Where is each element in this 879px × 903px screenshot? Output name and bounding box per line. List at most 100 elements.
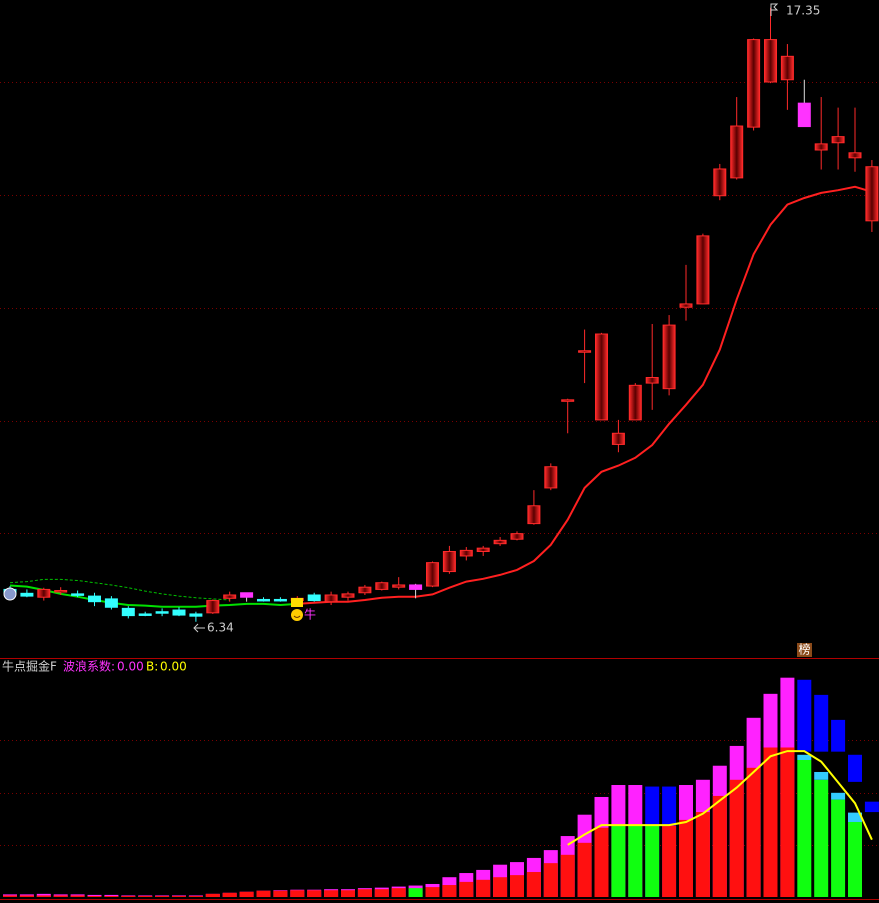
indicator-bar [273, 890, 288, 897]
candle-body [510, 533, 524, 540]
indicator-bar [374, 889, 389, 897]
candle-body [375, 582, 389, 590]
candle-body [747, 39, 761, 128]
indicator-bar [763, 747, 778, 897]
candle-body [104, 598, 118, 608]
indicator-bar [645, 825, 660, 897]
indicator-bar [493, 877, 508, 897]
candle-body [831, 136, 845, 144]
indicator-bar [526, 871, 541, 897]
candle-body [88, 595, 101, 603]
indicator-bar [476, 879, 491, 897]
badge-box [797, 643, 812, 657]
indicator-stick [864, 801, 879, 813]
candle-body [493, 539, 507, 545]
candle-body [172, 609, 186, 616]
candle-body [679, 303, 693, 308]
indicator-cap [848, 812, 862, 822]
indicator-bar [831, 799, 846, 897]
candle-body [392, 584, 406, 588]
indicator-bar [172, 895, 186, 897]
price-panel [3, 7, 879, 622]
stat-name: B: [146, 660, 158, 674]
candle-body [628, 384, 642, 421]
indicator-bar [594, 827, 609, 897]
candle-body [595, 333, 608, 421]
indicator-bar [408, 888, 423, 897]
indicator-stick [814, 694, 829, 752]
indicator-bar [324, 890, 339, 897]
candle-body [544, 466, 558, 489]
candle-body [307, 594, 321, 602]
indicator-cap [814, 771, 829, 780]
candle-body [138, 613, 152, 616]
indicator-bar [307, 890, 322, 897]
indicator-stick [831, 719, 846, 752]
indicator-bar [155, 895, 170, 897]
candle-body [54, 590, 68, 593]
indicator-bar [205, 893, 220, 897]
signal-label: 牛 [304, 607, 316, 622]
stat-value: 0.00 [117, 660, 144, 674]
indicator-stick [797, 679, 812, 752]
indicator-bar [712, 795, 727, 897]
indicator-bar [628, 825, 643, 897]
indicator-bar [797, 759, 812, 897]
indicator-bar [510, 875, 524, 897]
candle-body [764, 39, 777, 83]
indicator-bar [679, 819, 693, 897]
line [567, 750, 873, 846]
indicator-bar [188, 895, 203, 897]
high-flag [770, 3, 779, 16]
indicator-bar [780, 747, 795, 897]
indicator-bar [848, 821, 862, 897]
indicator-bar [70, 895, 85, 897]
indicator-bar [425, 887, 440, 897]
candle-body [223, 594, 237, 599]
indicator-bar [442, 885, 457, 897]
indicator-panel [3, 677, 879, 897]
candle-body [409, 584, 423, 590]
indicator-bar [222, 892, 237, 897]
candle-body [662, 324, 676, 390]
line [9, 578, 230, 601]
candle-body [611, 432, 625, 445]
stat-name: 波浪系数: [63, 659, 115, 674]
candle-body [865, 166, 879, 222]
candle-body [71, 593, 85, 596]
line [297, 185, 873, 605]
indicator-stick [848, 754, 862, 782]
candle-body [730, 125, 744, 179]
candle-body [121, 607, 135, 617]
indicator-bar [814, 779, 829, 897]
indicator-cap [831, 792, 846, 800]
indicator-bar [341, 890, 355, 897]
indicator-bar [695, 812, 710, 897]
icon-smile-mouth [293, 615, 301, 618]
candle-body [476, 547, 490, 552]
indicator-bar [357, 889, 372, 897]
icon-smile [291, 609, 303, 621]
indicator-bar [662, 825, 677, 897]
low-arrow [193, 623, 205, 633]
indicator-bar [3, 895, 17, 897]
candle-body [189, 613, 203, 617]
indicator-bar [138, 895, 153, 897]
low-label: 6.34 [207, 621, 234, 635]
candle-body [358, 586, 372, 594]
candle-body [206, 600, 220, 614]
candle-body [426, 562, 439, 587]
candle-body [20, 592, 34, 597]
indicator-cap [797, 754, 812, 760]
high-label: 17.35 [786, 4, 820, 18]
stat-value: 0.00 [160, 660, 187, 674]
indicator-bar [560, 854, 575, 897]
indicator-bar [729, 779, 744, 897]
candle-body [240, 592, 254, 598]
candle-body [814, 143, 828, 151]
candle-body [37, 588, 51, 598]
indicator-bar [87, 895, 102, 897]
indicator-bar [746, 767, 761, 897]
candle-body [527, 505, 541, 525]
candle-body [442, 550, 456, 573]
